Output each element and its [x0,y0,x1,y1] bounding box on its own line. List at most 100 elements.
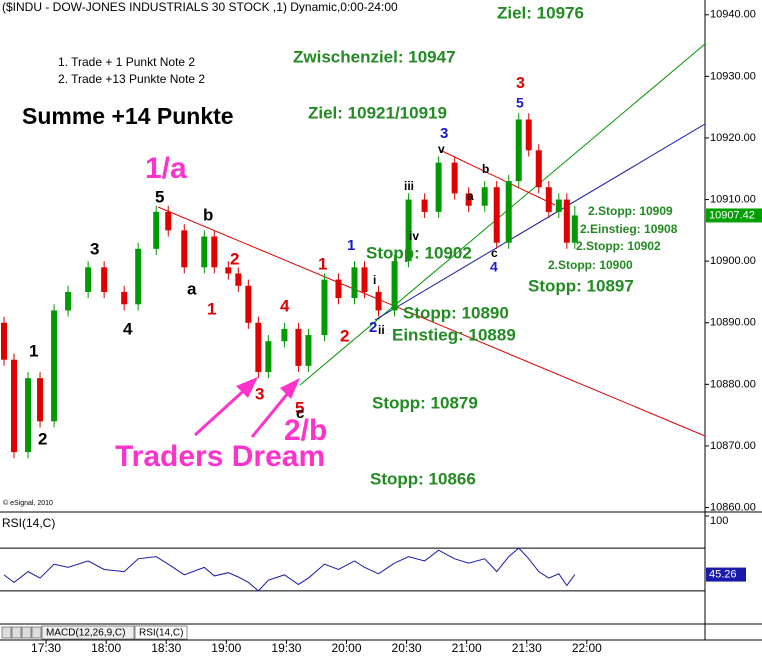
wave-label: 5 [155,187,164,206]
tab-label[interactable]: MACD(12,26,9,C) [46,628,125,639]
value-tag-label: 45.26 [709,568,737,580]
wave-label: 4 [490,259,498,275]
wave-label: 4 [123,319,133,338]
candle-body [85,267,92,292]
y-tick-label: 10890.00 [710,317,756,329]
candle-body [211,236,218,268]
wave-label: 1 [29,341,38,360]
candle-body [515,119,522,182]
annotation: Traders Dream [115,440,325,473]
annotation: 2.Stopp: 10909 [588,204,673,218]
y-tick-label: 10930.00 [710,70,756,82]
candle-body [135,248,142,305]
candle-body [335,279,342,299]
wave-label: b [203,205,213,224]
trend-line [439,149,556,206]
annotation: Summe +14 Punkte [22,103,234,129]
y-tick-label: 10920.00 [710,132,756,144]
wave-label: b [482,162,489,176]
annotation: 2.Einstieg: 10908 [580,222,678,236]
candle-body [201,236,208,268]
candle-body [153,211,160,249]
candle-body [563,199,570,243]
candle-body [265,341,272,373]
wave-label: a [187,279,197,298]
wave-label: 5 [295,398,304,417]
wave-label: 2 [230,249,239,268]
wave-label: 3 [440,125,448,142]
candle-body [405,199,412,262]
annotation: 2/b [284,414,327,447]
annotation: 2.Stopp: 10902 [576,239,661,253]
candle-body [375,291,382,311]
x-tick-label: 21:00 [452,641,482,655]
candle-body [535,150,542,188]
wave-label: 2 [340,326,349,345]
wave-label: i [373,273,376,287]
candle-body [545,187,552,212]
annotation: © eSignal, 2010 [3,499,53,507]
annotation: 1. Trade + 1 Punkt Note 2 [58,55,195,69]
tab[interactable] [134,625,188,640]
panel-title: RSI(14,C) [2,516,55,530]
candle-body [121,291,128,305]
annotation: Ziel: 10921/10919 [308,103,447,122]
candle-body [435,162,442,212]
wave-label: ii [378,323,385,337]
rsi-line [3,547,576,592]
wave-label: 1 [347,237,355,254]
scroll-button[interactable] [31,626,42,639]
candle-body [235,273,242,286]
candle-body [65,291,72,311]
wave-label: a [467,189,474,203]
candle-body [51,310,58,422]
scroll-button[interactable] [21,626,32,639]
tab[interactable] [41,625,135,640]
wave-label: 5 [516,95,524,111]
y-tick-label: 10870.00 [710,440,756,452]
x-tick-label: 22:00 [572,641,602,655]
candle-body [295,328,302,366]
annotation: Einstieg: 10889 [392,325,516,344]
wave-label: c [491,246,498,260]
scroll-button[interactable] [11,626,22,639]
y-tick-label: 10910.00 [710,193,756,205]
annotation: Stopp: 10890 [403,303,509,322]
candle-body [571,215,578,243]
y-tick-label: 10900.00 [710,255,756,267]
candle-body [493,187,500,243]
candle-body [351,267,358,299]
annotation: Stopp: 10866 [370,469,476,488]
candle-body [321,279,328,336]
x-tick-label: 20:30 [392,641,422,655]
wave-label: 3 [255,384,264,403]
candle-body [505,181,512,243]
x-tick-label: 17:30 [31,641,61,655]
arrows [193,377,300,438]
annotation: 2.Stopp: 10900 [548,258,633,272]
annotation: Stopp: 10897 [528,276,634,295]
candle-body [181,230,188,268]
chart-title: ($INDU - DOW-JONES INDUSTRIALS 30 STOCK … [2,0,398,14]
x-tick-label: 19:00 [211,641,241,655]
candle-body [1,322,8,360]
candle-body [481,187,488,206]
scroll-button[interactable] [1,626,12,639]
wave-label: 1 [207,299,216,318]
candle-body [25,378,32,453]
candle-body [451,162,458,194]
wave-label: 2 [38,429,47,448]
candle-body [37,378,44,422]
annotation: Stopp: 10879 [372,393,478,412]
candle-body [465,193,472,206]
candle-body [555,199,562,212]
wave-label: iv [409,229,419,243]
candle-body [245,285,252,323]
value-tag [706,567,746,582]
candle-body [255,322,262,373]
tab-label[interactable]: RSI(14,C) [139,628,183,639]
candle-body [281,328,288,342]
annotation: Ziel: 10976 [497,3,584,22]
